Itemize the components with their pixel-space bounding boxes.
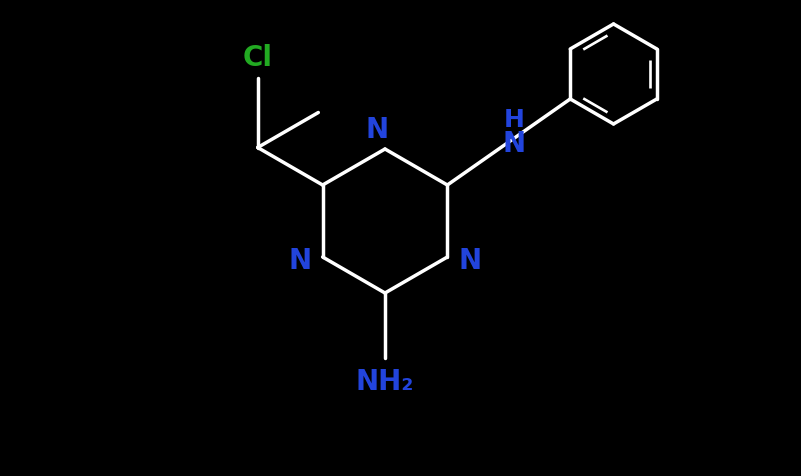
Text: N: N bbox=[502, 130, 525, 158]
Text: N: N bbox=[365, 116, 388, 144]
Text: H: H bbox=[503, 108, 524, 132]
Text: N: N bbox=[459, 247, 482, 275]
Text: N: N bbox=[288, 247, 312, 275]
Text: NH₂: NH₂ bbox=[356, 368, 414, 396]
Text: Cl: Cl bbox=[243, 43, 272, 71]
